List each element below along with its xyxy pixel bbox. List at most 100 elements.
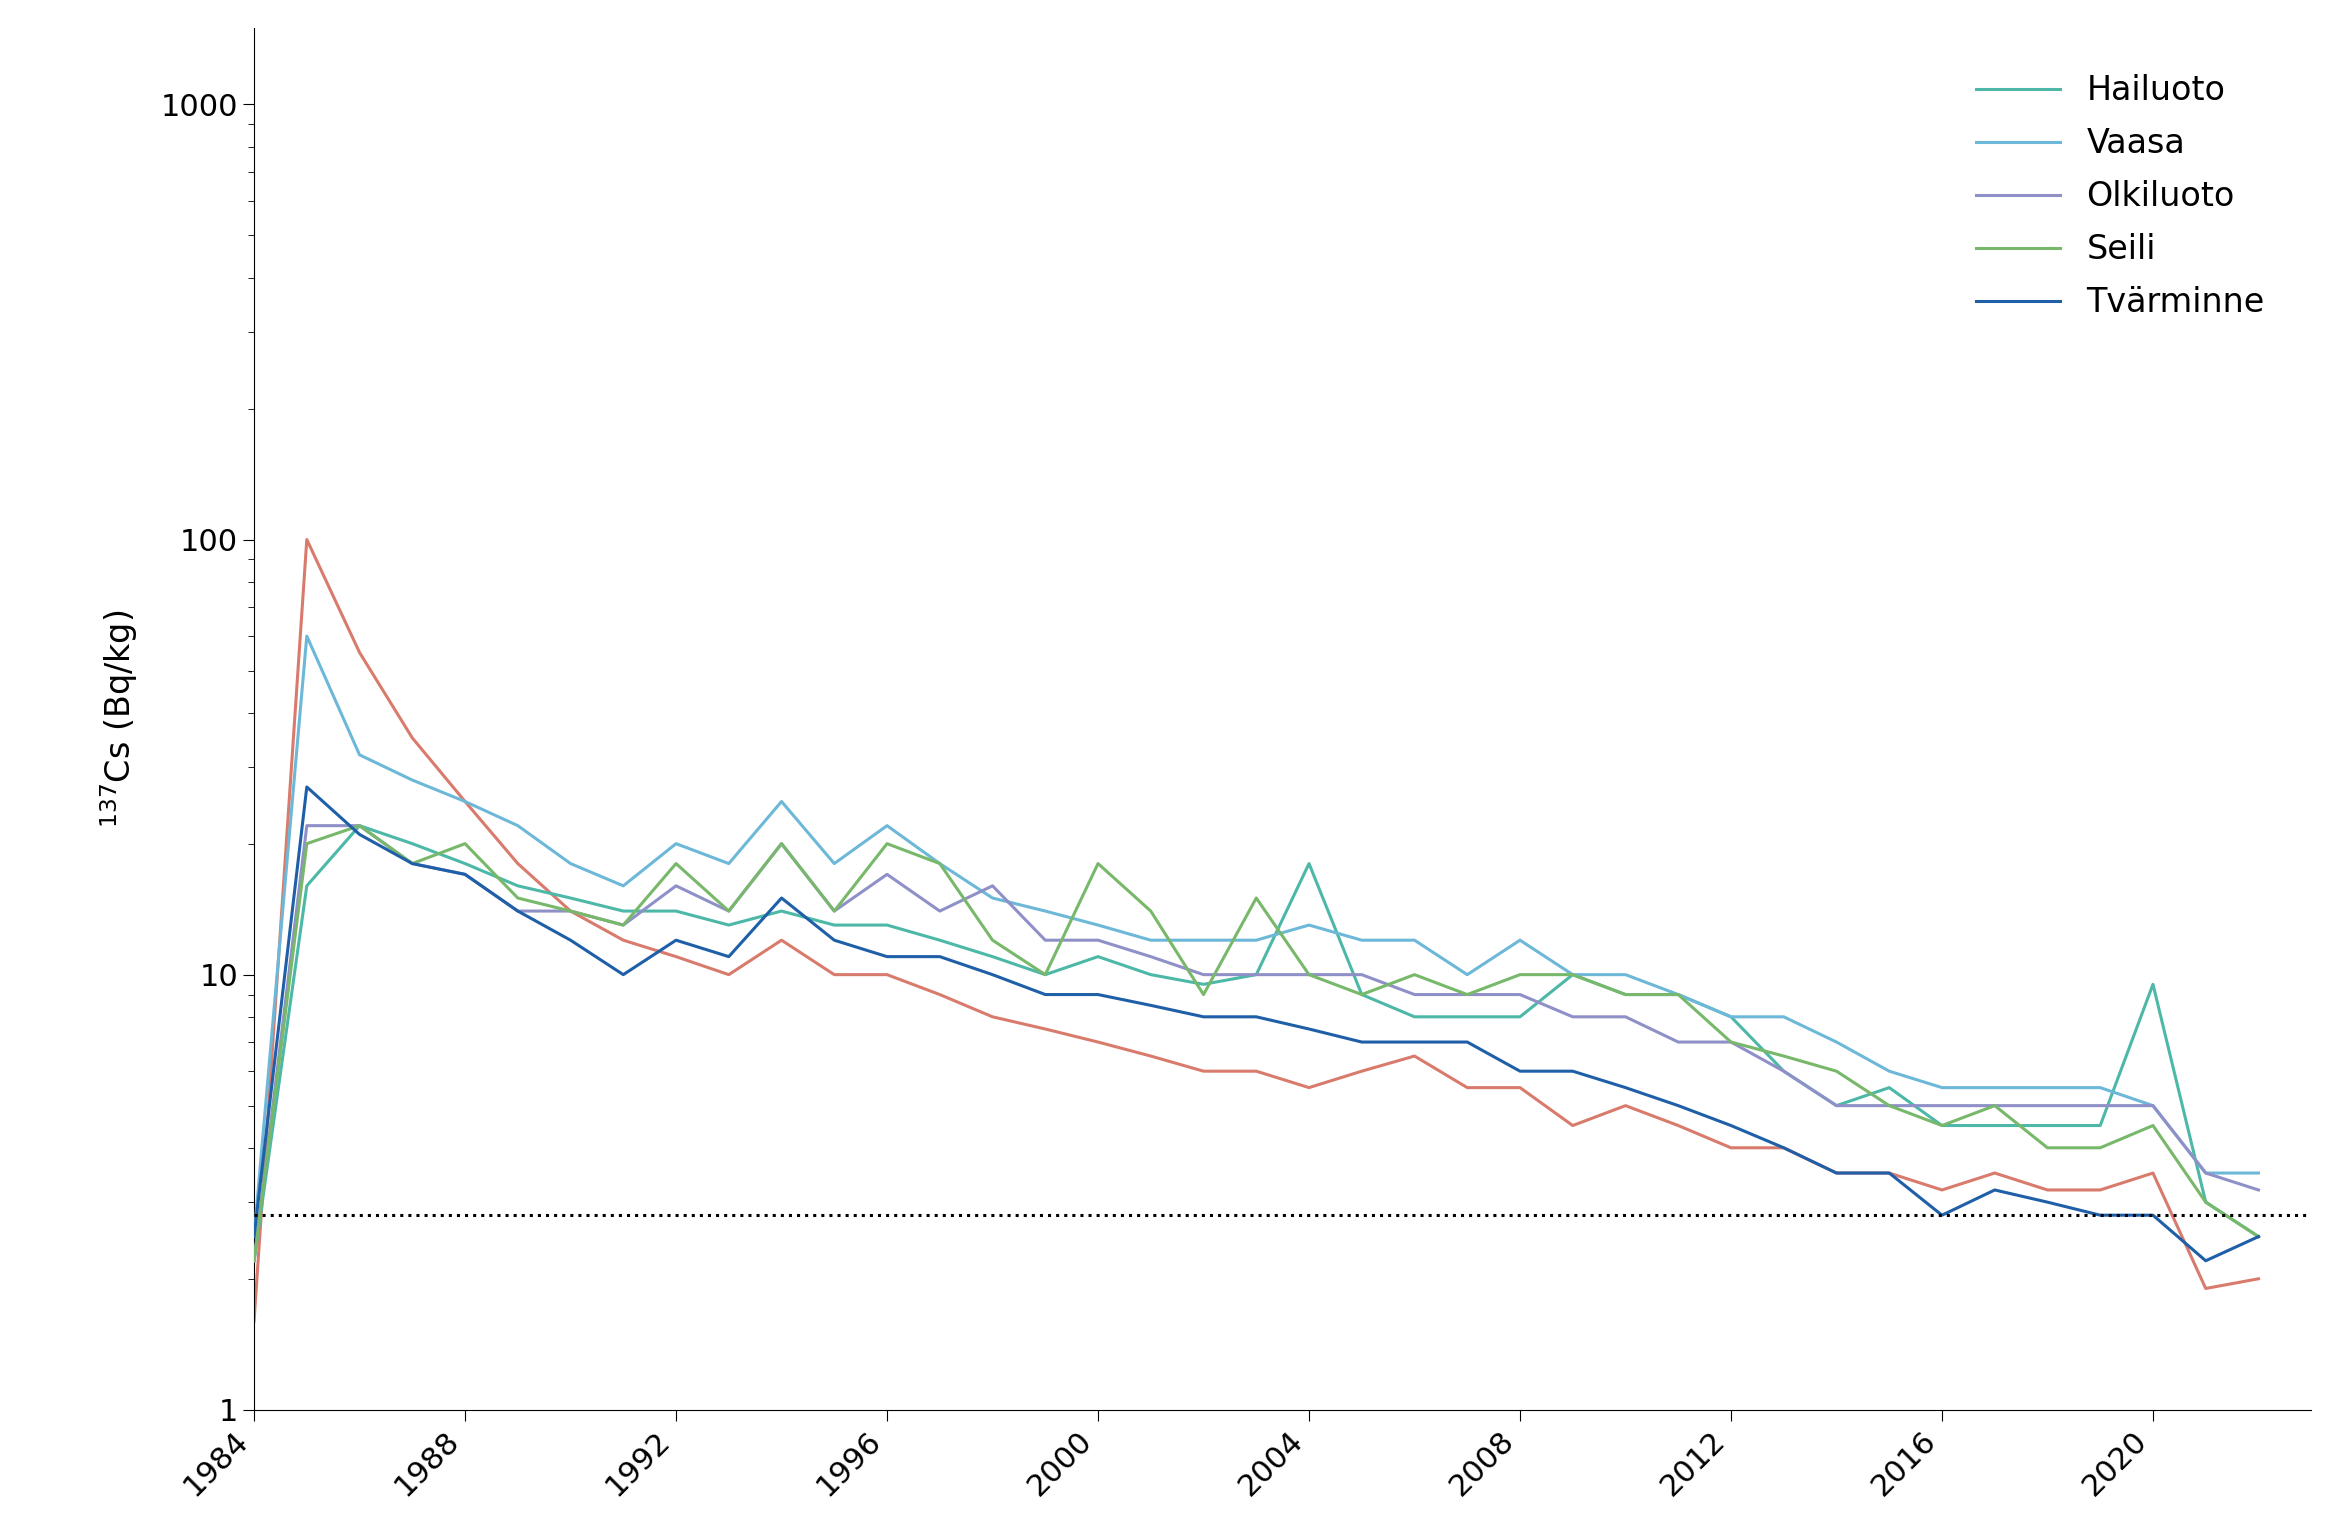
Vaasa [241, 1228, 269, 1246]
Seili [1717, 1034, 1745, 1052]
Olkiluoto [1453, 985, 1481, 1003]
Seili [2033, 1139, 2061, 1157]
Hailuoto [503, 876, 531, 894]
Hailuoto [1927, 1116, 1955, 1135]
Vaasa [346, 746, 374, 764]
Seili [978, 931, 1006, 950]
Olkiluoto [608, 916, 636, 934]
Hailuoto [2033, 1116, 2061, 1135]
Olkiluoto [1506, 985, 1534, 1003]
Seili [1031, 965, 1060, 983]
Hailuoto [2086, 1116, 2114, 1135]
Olkiluoto [1612, 1008, 1640, 1026]
Olkiluoto [1242, 965, 1270, 983]
Tvärminne [451, 865, 479, 884]
Tvärminne [716, 948, 744, 966]
Tvärminne [767, 888, 795, 907]
Vaasa [1137, 931, 1165, 950]
Hailuoto [1876, 1078, 1904, 1096]
Vaasa [1981, 1078, 2009, 1096]
Hailuoto [662, 902, 690, 920]
Vaasa [1612, 965, 1640, 983]
Seili [1242, 888, 1270, 907]
Hailuoto [1771, 1063, 1799, 1081]
Hailuoto [241, 1252, 269, 1271]
Hailuoto [821, 916, 849, 934]
Vaasa [1717, 1008, 1745, 1026]
Seili [346, 816, 374, 835]
Seili [1981, 1096, 2009, 1115]
Vaasa [503, 816, 531, 835]
Olkiluoto [503, 902, 531, 920]
Seili [1876, 1096, 1904, 1115]
Vaasa [292, 627, 320, 645]
Olkiluoto [292, 816, 320, 835]
Hailuoto [1191, 976, 1219, 994]
Hailuoto [1347, 985, 1375, 1003]
Seili [608, 916, 636, 934]
Seili [1665, 985, 1693, 1003]
Vaasa [662, 835, 690, 853]
Seili [398, 855, 426, 873]
Line: Seili: Seili [255, 826, 2259, 1261]
Olkiluoto [767, 835, 795, 853]
Tvärminne [1506, 1063, 1534, 1081]
Olkiluoto [1717, 1034, 1745, 1052]
Vaasa [1401, 931, 1429, 950]
Olkiluoto [1031, 931, 1060, 950]
Vaasa [557, 855, 585, 873]
Y-axis label: $^{137}$Cs (Bq/kg): $^{137}$Cs (Bq/kg) [98, 610, 140, 827]
Seili [1927, 1116, 1955, 1135]
Vaasa [2086, 1078, 2114, 1096]
Hailuoto [872, 916, 901, 934]
Tvärminne [1031, 985, 1060, 1003]
Hailuoto [2245, 1228, 2274, 1246]
Line: Vaasa: Vaasa [255, 636, 2259, 1237]
Seili [1453, 985, 1481, 1003]
Vaasa [1558, 965, 1586, 983]
Vaasa [1665, 985, 1693, 1003]
Tvärminne [926, 948, 954, 966]
Tvärminne [503, 902, 531, 920]
Hailuoto [978, 948, 1006, 966]
Olkiluoto [978, 876, 1006, 894]
Tvärminne [1717, 1116, 1745, 1135]
Hailuoto [292, 876, 320, 894]
Tvärminne [1927, 1206, 1955, 1225]
Olkiluoto [557, 902, 585, 920]
Hailuoto [1401, 1008, 1429, 1026]
Tvärminne [608, 965, 636, 983]
Hailuoto [1453, 1008, 1481, 1026]
Olkiluoto [1822, 1096, 1850, 1115]
Vaasa [767, 792, 795, 810]
Vaasa [2138, 1096, 2166, 1115]
Olkiluoto [1347, 965, 1375, 983]
Tvärminne [1347, 1034, 1375, 1052]
Seili [1347, 985, 1375, 1003]
Olkiluoto [398, 855, 426, 873]
Tvärminne [662, 931, 690, 950]
Tvärminne [1612, 1078, 1640, 1096]
Hailuoto [1822, 1096, 1850, 1115]
Hailuoto [1981, 1116, 2009, 1135]
Olkiluoto [1771, 1063, 1799, 1081]
Tvärminne [2192, 1252, 2220, 1271]
Tvärminne [1665, 1096, 1693, 1115]
Hailuoto [398, 835, 426, 853]
Hailuoto [1296, 855, 1324, 873]
Seili [2245, 1228, 2274, 1246]
Tvärminne [1981, 1180, 2009, 1199]
Seili [1296, 965, 1324, 983]
Hailuoto [1506, 1008, 1534, 1026]
Line: Olkiluoto: Olkiluoto [255, 826, 2259, 1261]
Tvärminne [1296, 1020, 1324, 1038]
Olkiluoto [716, 902, 744, 920]
Tvärminne [821, 931, 849, 950]
Vaasa [926, 855, 954, 873]
Seili [1083, 855, 1111, 873]
Tvärminne [1083, 985, 1111, 1003]
Olkiluoto [926, 902, 954, 920]
Seili [926, 855, 954, 873]
Seili [1558, 965, 1586, 983]
Vaasa [821, 855, 849, 873]
